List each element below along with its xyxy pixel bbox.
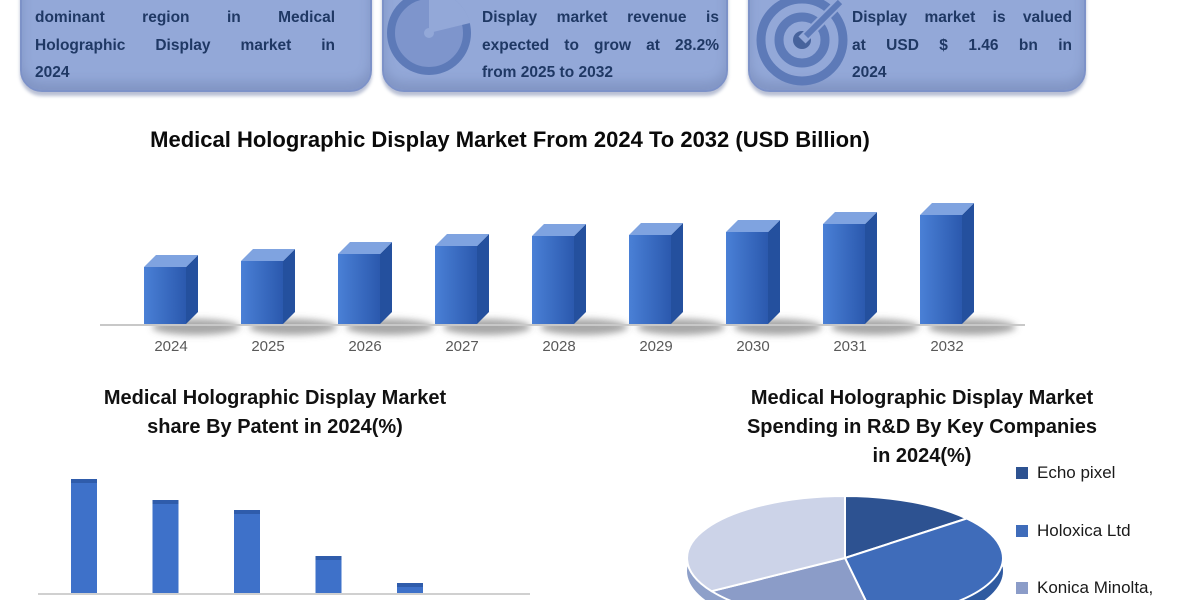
info-box-text: dominant region in Medical Holographic Di… [35,4,335,87]
legend-label: Holoxica Ltd [1037,520,1131,540]
bar-2026 [338,254,380,324]
x-axis-label-2025: 2025 [251,338,285,355]
bar-top-2029 [629,223,683,235]
bar-top-2028 [532,224,586,236]
patent-bar-cap-3 [234,510,260,514]
bar-2030 [726,232,768,324]
patent-share-bars-canvas [38,479,530,595]
info-box-text-line: Holographic Display market in [35,36,335,54]
bar-2024 [144,267,186,324]
bar-side-2028 [574,224,586,324]
bar-side-2030 [768,220,780,324]
bar-top-2025 [241,249,295,261]
patent-bar-1 [71,479,97,593]
x-axis-year-labels: 2024 2025 2026 2027 2028 2029 2030 2031 2032 [100,338,1040,360]
bar-side-2031 [865,212,877,324]
rnd-spending-chart-title: Medical Holographic Display Market Spendi… [692,384,1152,471]
legend-swatch [1016,467,1028,479]
pie-legend: Echo pixel Holoxica Ltd Konica Minolta, [1016,455,1200,600]
bar-2027 [435,246,477,324]
patent-bar-5 [397,583,423,593]
pie-chart-icon [387,0,471,75]
bar-top-2032 [920,203,974,215]
bar-2032 [920,215,962,324]
patent-bar-2 [152,500,179,593]
bar-2025 [241,261,283,324]
legend-label: Echo pixel [1037,463,1116,482]
title-line: Medical Holographic Display Market [750,387,1094,409]
patent-share-bar-chart [30,468,530,600]
rnd-spending-pie-chart [686,495,1004,600]
bar-side-2024 [186,255,198,324]
legend-item-holoxica-ltd: Holoxica Ltd [1016,521,1131,541]
patent-bar-cap-4 [315,556,342,560]
x-axis-label-2024: 2024 [154,338,188,355]
target-icon [756,0,848,86]
info-box-dominant-region: dominant region in Medical Holographic Di… [20,0,372,92]
legend-item-echo-pixel: Echo pixel [1016,463,1115,483]
info-box-text-line: 2024 [35,64,70,81]
title-line: Medical Holographic Display Market [103,387,447,409]
bar-side-2032 [962,203,974,324]
bar-2029 [629,235,671,324]
info-box-valuation: Display market is valued at USD $ 1.46 bn… [748,0,1086,92]
info-box-text-line: 2024 [852,64,887,81]
legend-item-konica-minolta-: Konica Minolta, [1016,578,1153,598]
patent-bar-cap-2 [152,500,179,504]
bar-2031 [823,224,865,324]
title-line: Spending in R&D By Key Companies [746,416,1098,438]
patent-bar-4 [315,556,342,593]
info-box-text-line: from 2025 to 2032 [482,64,613,81]
x-axis-line [38,593,530,595]
info-box-text: Display market revenue is expected to gro… [482,4,719,87]
pie-slice-unlabeled [686,495,846,593]
bar-side-2026 [380,242,392,324]
x-axis-line [100,324,1025,326]
bar-top-2031 [823,212,877,224]
bar-top-2027 [435,234,489,246]
title-line: share By Patent in 2024(%) [147,416,403,438]
patent-bar-cap-5 [397,583,423,587]
x-axis-label-2028: 2028 [542,338,576,355]
title-line: in 2024(%) [872,445,972,467]
info-box-text-line: at USD $ 1.46 bn in [852,36,1072,54]
info-box-growth-rate: Display market revenue is expected to gro… [382,0,728,92]
bar-side-2027 [477,234,489,324]
bar-top-2030 [726,220,780,232]
patent-bar-cap-1 [71,479,97,483]
legend-swatch [1016,582,1028,594]
bar-2028 [532,236,574,324]
x-axis-label-2026: 2026 [348,338,382,355]
pie-slice-Konica Minolta, [710,557,867,600]
pie-slice-Holoxica Ltd [844,517,1004,600]
patent-bar-3 [234,510,260,593]
market-forecast-bars-canvas [100,203,1025,335]
legend-swatch [1016,524,1028,537]
main-chart-title: Medical Holographic Display Market From … [150,127,870,152]
x-axis-label-2032: 2032 [930,338,964,355]
info-box-text-line: Display market is valued [852,9,1072,26]
bar-top-2024 [144,255,198,267]
legend-label: Konica Minolta, [1037,578,1154,597]
info-box-text-line: dominant region in Medical [35,9,335,26]
x-axis-label-2030: 2030 [736,338,770,355]
bar-side-2029 [671,223,683,324]
patent-share-chart-title: Medical Holographic Display Market share … [75,384,475,442]
bar-side-2025 [283,249,295,324]
x-axis-label-2029: 2029 [639,338,673,355]
info-box-text-line: Display market revenue is [482,9,719,26]
info-box-text: Display market is valued at USD $ 1.46 bn… [852,4,1072,87]
bar-top-2026 [338,242,392,254]
pie-slice-Echo pixel [844,495,968,559]
x-axis-label-2027: 2027 [445,338,479,355]
market-forecast-bar-chart [100,176,1040,366]
x-axis-label-2031: 2031 [833,338,867,355]
info-box-text-line: expected to grow at 28.2% [482,36,719,54]
